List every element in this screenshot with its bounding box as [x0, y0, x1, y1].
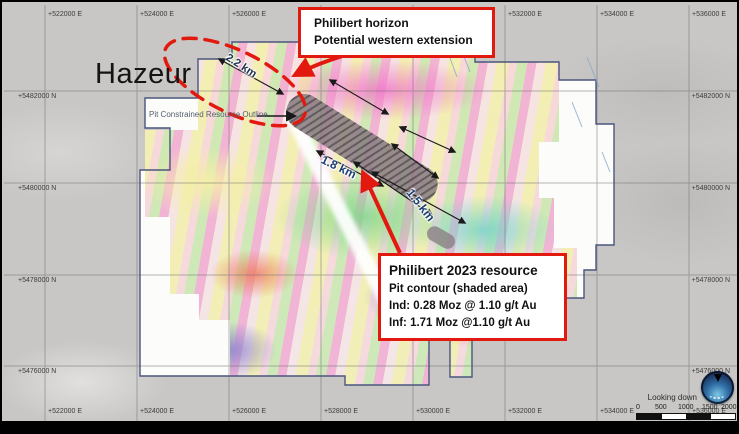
globe-needle-icon [713, 374, 722, 382]
globe-dial-icon [709, 391, 725, 399]
bottom-letterbox-band [2, 421, 737, 432]
coord-label-top: +534000 E [600, 11, 635, 18]
coord-label-bottom: +534000 E [600, 408, 635, 415]
scale-bar-segments [636, 413, 736, 420]
resource-callout-line: Pit contour (shaded area) [389, 282, 528, 295]
coord-label-top: +536000 E [692, 11, 727, 18]
hazeur-label: Hazeur [95, 58, 192, 90]
coord-label-right: +5480000 N [691, 185, 730, 192]
scale-tick: 0 [636, 404, 640, 411]
scale-tick: 1500 [702, 404, 718, 411]
resource-callout-line: Ind: 0.28 Moz @ 1.10 g/t Au [389, 299, 537, 312]
scale-tick: 1000 [678, 404, 694, 411]
coord-label-bottom: +532000 E [508, 408, 543, 415]
coord-label-right: +5482000 N [691, 93, 730, 100]
scale-bar-ticks: 0 500 1000 1500 2000 [632, 404, 737, 413]
scale-tick: 2000 [721, 404, 737, 411]
coord-label-bottom: +530000 E [416, 408, 451, 415]
resource-callout: Philibert 2023 resource Pit contour (sha… [378, 253, 567, 342]
coord-label-left: +5482000 N [18, 93, 57, 100]
callout-line: Potential western extension [314, 33, 473, 48]
scale-tick: 500 [655, 404, 667, 411]
coord-label-bottom: +536000 E [692, 408, 727, 415]
looking-down-label: Looking down [647, 393, 697, 402]
coord-label-left: +5480000 N [18, 185, 57, 192]
western-extension-callout: Philibert horizon Potential western exte… [298, 7, 495, 58]
coord-label-top: +526000 E [232, 11, 267, 18]
coord-label-bottom: +524000 E [140, 408, 175, 415]
bottom-callout-arrow [360, 169, 402, 254]
coord-label-top: +522000 E [48, 11, 83, 18]
coord-label-bottom: +528000 E [324, 408, 359, 415]
strike-extent-arrows [217, 58, 467, 224]
coord-label-bottom: +526000 E [232, 408, 267, 415]
scale-bar: 0 500 1000 1500 2000 [632, 404, 737, 420]
coord-label-right: +5478000 N [691, 277, 730, 284]
coord-label-top: +524000 E [140, 11, 175, 18]
callout-line: Philibert horizon [314, 16, 409, 30]
coord-label-bottom: +522000 E [48, 408, 83, 415]
pit-constrained-outline-label: Pit Constrained Resource Outline [149, 110, 268, 119]
coord-label-left: +5478000 N [18, 277, 57, 284]
resource-callout-line: Inf: 1.71 Moz @1.10 g/t Au [389, 317, 531, 330]
orientation-globe-icon [701, 371, 734, 404]
western-extension-dashed-ellipse [162, 36, 308, 128]
resource-callout-title: Philibert 2023 resource [389, 263, 538, 278]
coord-label-left: +5476000 N [18, 368, 57, 375]
coord-label-top: +532000 E [508, 11, 543, 18]
